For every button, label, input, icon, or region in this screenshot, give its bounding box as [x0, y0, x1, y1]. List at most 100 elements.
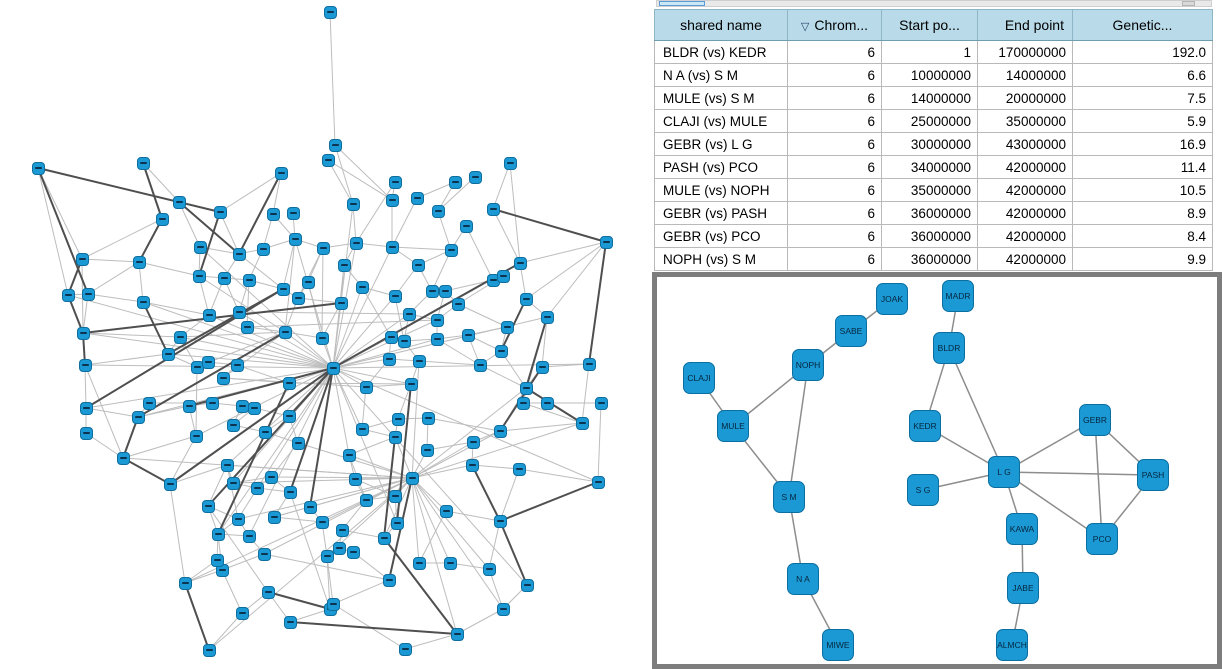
network-node-sabe[interactable]: SABE [835, 315, 867, 347]
network-edge[interactable] [404, 633, 458, 650]
network-node-noph[interactable]: NOPH [792, 349, 824, 381]
network-node[interactable] [201, 499, 215, 513]
network-edge[interactable] [85, 288, 284, 409]
network-edge[interactable] [437, 176, 476, 212]
network-edge[interactable] [37, 167, 83, 260]
network-node[interactable] [359, 380, 373, 394]
network-edge[interactable] [221, 569, 243, 614]
network-edge[interactable] [37, 167, 69, 296]
network-edge[interactable] [332, 319, 438, 369]
network-node[interactable] [575, 416, 589, 430]
network-node[interactable] [355, 422, 369, 436]
network-edge[interactable] [411, 360, 420, 479]
network-edge[interactable] [332, 246, 393, 369]
network-edge[interactable] [85, 367, 334, 409]
network-edge[interactable] [457, 303, 508, 328]
network-edge[interactable] [327, 159, 393, 201]
network-edge[interactable] [948, 347, 1005, 473]
network-edge[interactable] [289, 608, 331, 623]
column-header-chromosome[interactable]: ▽ Chrom... [787, 9, 882, 41]
network-node[interactable] [31, 161, 45, 175]
network-edge[interactable] [195, 367, 334, 437]
network-node[interactable] [326, 361, 340, 375]
column-header-start-point[interactable]: Start po... [881, 9, 978, 41]
network-edge[interactable] [273, 516, 323, 523]
network-edge[interactable] [84, 364, 87, 409]
network-node[interactable] [258, 425, 272, 439]
column-header-shared-name[interactable]: shared name [654, 9, 788, 41]
network-edge[interactable] [122, 435, 197, 459]
network-edge[interactable] [525, 241, 607, 300]
network-edge[interactable] [391, 246, 452, 251]
network-node[interactable] [256, 242, 270, 256]
network-node[interactable] [388, 489, 402, 503]
network-node[interactable] [388, 430, 402, 444]
network-node[interactable] [448, 175, 462, 189]
network-node[interactable] [205, 396, 219, 410]
network-node[interactable] [213, 205, 227, 219]
network-edge[interactable] [246, 319, 438, 328]
network-node[interactable] [242, 529, 256, 543]
network-node[interactable] [444, 243, 458, 257]
network-edge[interactable] [492, 208, 521, 264]
network-edge[interactable] [326, 555, 334, 605]
network-node[interactable] [332, 541, 346, 555]
network-edge[interactable] [456, 608, 504, 635]
network-edge[interactable] [167, 353, 334, 369]
network-edge[interactable] [179, 331, 286, 338]
network-node[interactable] [535, 360, 549, 374]
network-node[interactable] [405, 471, 419, 485]
network-node[interactable] [334, 296, 348, 310]
network-edge[interactable] [426, 441, 474, 451]
network-edge[interactable] [391, 197, 418, 248]
network-edge[interactable] [522, 402, 583, 424]
network-edge[interactable] [327, 159, 354, 205]
network-edge[interactable] [332, 367, 398, 524]
network-node[interactable] [599, 235, 613, 249]
network-edge[interactable] [178, 201, 201, 248]
network-edge[interactable] [479, 364, 527, 389]
network-edge[interactable] [500, 298, 527, 352]
network-edge[interactable] [288, 382, 412, 385]
network-edge[interactable] [85, 407, 139, 418]
network-edge[interactable] [394, 295, 405, 342]
network-edge[interactable] [81, 218, 163, 260]
network-edge[interactable] [294, 238, 334, 369]
column-header-end-point[interactable]: End point [977, 9, 1073, 41]
network-node[interactable] [232, 247, 246, 261]
network-node[interactable] [291, 436, 305, 450]
network-node[interactable] [136, 156, 150, 170]
network-node-almch[interactable]: ALMCH [996, 629, 1028, 661]
network-edge[interactable] [207, 505, 269, 593]
network-node[interactable] [425, 284, 439, 298]
network-edge[interactable] [499, 520, 528, 586]
network-edge[interactable] [332, 286, 363, 369]
network-edge[interactable] [332, 313, 410, 369]
network-node[interactable] [303, 500, 317, 514]
network-edge[interactable] [418, 510, 447, 564]
network-node[interactable] [226, 476, 240, 490]
network-node[interactable] [496, 269, 510, 283]
network-edge[interactable] [248, 367, 334, 537]
network-edge[interactable] [138, 261, 144, 303]
network-node[interactable] [388, 175, 402, 189]
network-node[interactable] [266, 207, 280, 221]
network-edge[interactable] [471, 464, 520, 470]
network-edge[interactable] [221, 553, 265, 571]
network-edge[interactable] [411, 441, 474, 479]
network-node[interactable] [301, 275, 315, 289]
network-node[interactable] [328, 138, 342, 152]
network-node[interactable] [412, 354, 426, 368]
network-node[interactable] [466, 435, 480, 449]
network-node[interactable] [267, 510, 281, 524]
network-edge[interactable] [788, 364, 809, 498]
network-node[interactable] [210, 553, 224, 567]
network-node[interactable] [81, 287, 95, 301]
network-node[interactable] [420, 443, 434, 457]
network-edge[interactable] [169, 367, 334, 485]
network-node[interactable] [468, 170, 482, 184]
network-node[interactable] [172, 195, 186, 209]
network-node[interactable] [116, 451, 130, 465]
network-node[interactable] [230, 358, 244, 372]
network-node[interactable] [411, 258, 425, 272]
